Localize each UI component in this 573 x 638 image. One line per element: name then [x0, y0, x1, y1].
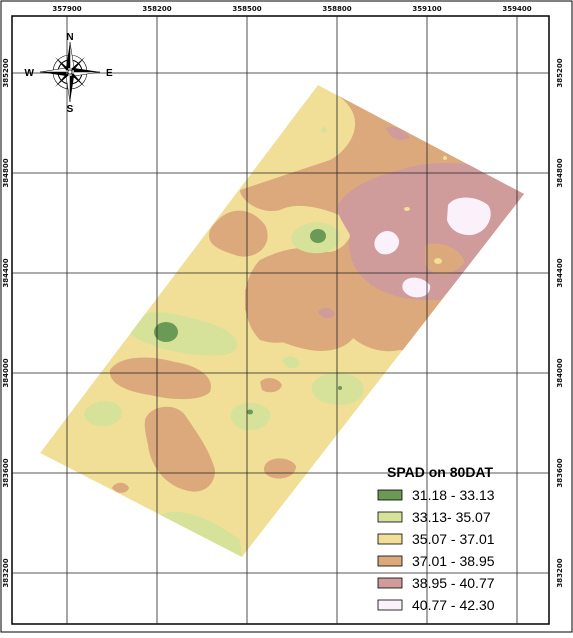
legend-label-3: 35.07 - 37.01	[412, 531, 495, 547]
y-tick-labels-left: 385200 384800 384400 384000 383600 38320…	[2, 58, 10, 587]
zone-class2-e	[84, 401, 123, 427]
zone-class1-b	[310, 229, 326, 243]
zone-class3-spot-c	[443, 156, 447, 160]
zone-class3-spot-a	[404, 207, 410, 211]
y-tick-right-1: 385200	[556, 58, 564, 87]
zone-class6-b	[374, 231, 400, 255]
zone-class4-south	[144, 406, 215, 492]
y-tick-left-6: 383200	[2, 558, 10, 587]
zone-class6-a	[447, 197, 491, 236]
legend-label-1: 31.18 - 33.13	[412, 487, 495, 503]
graticule	[12, 16, 549, 624]
zone-class5-spot	[318, 308, 335, 319]
x-tick-4: 358800	[322, 5, 351, 13]
zone-class5-east	[337, 163, 524, 300]
compass-north-label: N	[66, 32, 73, 43]
x-tick-5: 359100	[412, 5, 441, 13]
y-tick-left-3: 384400	[2, 258, 10, 287]
x-tick-labels: 357900 358200 358500 358800 359100 35940…	[52, 5, 531, 13]
y-tick-right-2: 384800	[556, 158, 564, 187]
zone-class2-c	[311, 372, 364, 405]
y-tick-left-2: 384800	[2, 158, 10, 187]
zone-class2-d	[230, 402, 271, 431]
y-tick-left-5: 383600	[2, 458, 10, 487]
legend: SPAD on 80DAT 31.18 - 33.13 33.13- 35.07…	[377, 464, 495, 613]
zone-class5-north-spot	[386, 126, 410, 140]
y-tick-right-5: 383600	[556, 458, 564, 487]
y-tick-right-3: 384400	[556, 258, 564, 287]
north-arrow-compass-rose-icon: N S E W	[25, 32, 113, 115]
zone-class4-west	[209, 210, 268, 257]
legend-swatch-2	[377, 511, 403, 523]
zone-class4-spot-a	[260, 378, 282, 393]
legend-label-2: 33.13- 35.07	[412, 509, 491, 525]
zone-class4-spot-c	[112, 482, 129, 493]
zone-class2-b	[127, 312, 238, 356]
y-tick-left-4: 384000	[2, 358, 10, 387]
zone-class2-f	[282, 356, 300, 369]
legend-swatch-6	[377, 599, 403, 611]
legend-label-6: 40.77 - 42.30	[412, 597, 495, 613]
compass-west-label: W	[25, 68, 35, 79]
legend-swatch-1	[377, 489, 403, 501]
zone-class1-c	[247, 409, 253, 415]
y-tick-labels-right: 385200 384800 384400 384000 383600 38320…	[556, 58, 564, 587]
zone-class3-north	[285, 105, 347, 151]
x-tick-6: 359400	[502, 5, 531, 13]
zone-class4-central	[245, 271, 360, 351]
zone-class2-spot	[321, 127, 327, 133]
legend-swatch-5	[377, 577, 403, 589]
legend-label-4: 37.01 - 38.95	[412, 553, 495, 569]
zone-class4-inner	[425, 243, 465, 275]
x-tick-2: 358200	[142, 5, 171, 13]
zone-class3-spot-b	[434, 258, 442, 264]
zone-class2-g	[160, 511, 242, 557]
legend-swatch-4	[377, 555, 403, 567]
zone-class1-d	[338, 386, 342, 390]
y-tick-right-4: 384000	[556, 358, 564, 387]
zone-class4-southwest	[109, 357, 211, 400]
y-tick-right-6: 383200	[556, 558, 564, 587]
legend-label-5: 38.95 - 40.77	[412, 575, 495, 591]
legend-swatch-3	[377, 533, 403, 545]
zone-class6-c	[402, 277, 431, 298]
x-tick-3: 358500	[232, 5, 261, 13]
x-tick-1: 357900	[52, 5, 81, 13]
compass-east-label: E	[106, 68, 113, 79]
zone-class1-a	[154, 322, 178, 342]
compass-south-label: S	[67, 104, 74, 115]
y-tick-left-1: 385200	[2, 58, 10, 87]
legend-title: SPAD on 80DAT	[387, 464, 493, 480]
zone-class4-spot-b	[264, 458, 296, 479]
